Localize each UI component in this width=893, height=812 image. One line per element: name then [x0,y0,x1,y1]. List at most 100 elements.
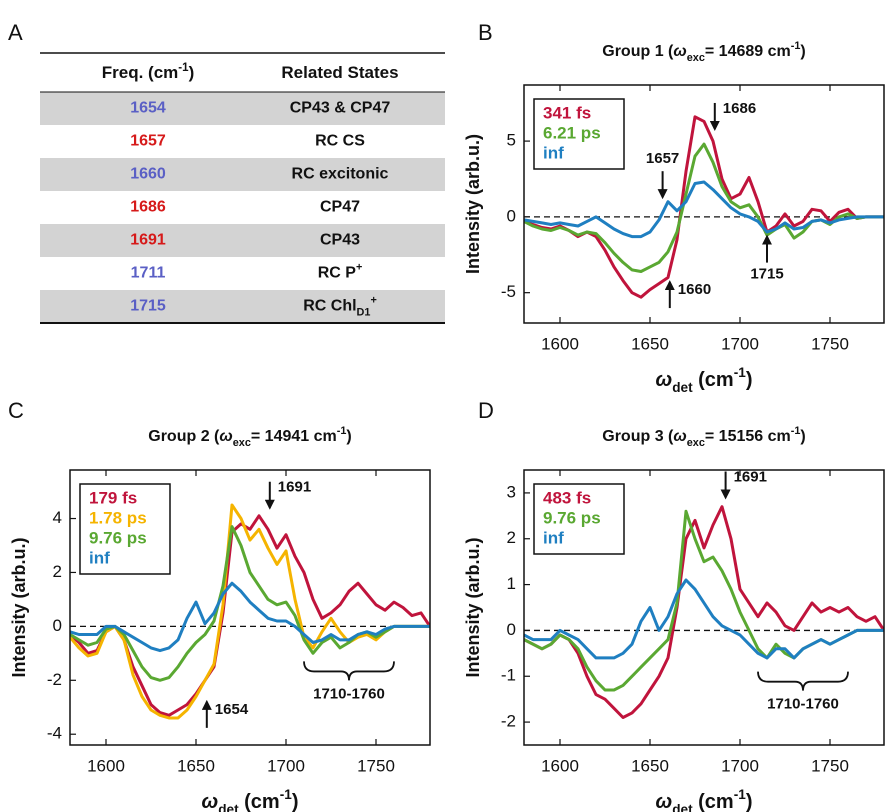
y-tick-label: 0 [53,616,62,635]
annotation-brace [303,661,395,681]
plot-frame [69,469,431,746]
text-segment: -1 [280,787,293,802]
legend-entry: inf [543,528,564,547]
plot-frame [523,84,885,324]
text-segment: = 14689 cm [705,43,791,60]
text-segment: RC P [318,265,357,282]
frequency-cell: 1711 [131,265,166,282]
column-header: Freq. (cm-1) [102,62,194,82]
y-tick-label: 3 [507,482,516,501]
text-segment: exc [687,52,705,64]
x-tick-label: 1600 [87,756,125,775]
series-line [524,578,884,660]
annotation-label: 1715 [750,266,783,283]
x-tick-label: 1750 [811,334,849,353]
text-segment: RC excitonic [292,166,389,183]
panel-label: C [8,398,24,423]
y-axis-label: Intensity (arb.u.) [9,537,29,677]
legend-entry: 179 fs [89,488,137,507]
series-line [524,180,884,239]
text-segment: Group 3 ( [602,428,674,445]
y-tick-label: -1 [501,666,516,685]
text-segment: CP43 & CP47 [290,100,391,117]
text-segment: CP47 [320,199,360,216]
legend-entry: inf [89,548,110,567]
x-tick-label: 1650 [631,756,669,775]
text-segment: D1 [357,306,371,318]
text-segment: + [356,261,362,273]
text-segment: (cm [693,369,734,391]
text-segment: Freq. (cm [102,63,179,82]
text-segment: ω [673,428,686,445]
text-segment: ) [746,369,753,391]
panel-label: D [478,398,494,423]
x-tick-label: 1650 [631,334,669,353]
x-axis-label: ωdet (cm-1) [202,787,299,812]
text-segment: = 14941 cm [251,428,337,445]
legend-entry: 1.78 ps [89,508,147,527]
frequency-cell: 1691 [130,232,166,249]
y-axis-label: Intensity (arb.u.) [463,537,483,677]
y-tick-label: 2 [507,528,516,547]
text-segment: ω [219,428,232,445]
legend-entry: 6.21 ps [543,123,601,142]
row-shade [40,224,445,257]
y-axis-label: Intensity (arb.u.) [463,134,483,274]
text-segment: ω [656,369,673,391]
x-tick-label: 1600 [541,756,579,775]
text-segment: ) [800,428,805,445]
text-segment: Related States [281,63,398,82]
text-segment: ) [346,428,351,445]
y-tick-label: 1 [507,574,516,593]
row-shade [40,92,445,125]
annotation-label: 1710-1760 [767,696,839,713]
y-tick-label: -2 [501,712,516,731]
chart-title: Group 1 (ωexc= 14689 cm-1) [602,40,805,64]
text-segment: RC CS [315,133,365,150]
text-segment: Group 2 ( [148,428,220,445]
state-cell: CP43 [320,232,360,249]
series-line [70,503,430,720]
x-tick-label: 1750 [357,756,395,775]
y-tick-label: 5 [507,131,516,150]
annotation-label: 1660 [678,281,711,298]
text-segment: -1 [734,787,747,802]
legend-entry: 341 fs [543,103,591,122]
text-segment: ) [292,791,299,812]
annotation-label: 1654 [215,701,249,718]
frequency-cell: 1657 [130,133,166,150]
text-segment: det [672,802,693,812]
legend-entry: 9.76 ps [543,508,601,527]
y-tick-label: 0 [507,206,516,225]
text-segment: ) [800,43,805,60]
text-segment: Group 1 ( [602,43,674,60]
y-tick-label: 2 [53,562,62,581]
chart-title: Group 3 (ωexc= 15156 cm-1) [602,425,805,449]
text-segment: exc [233,437,251,449]
frequency-cell: 1660 [130,166,166,183]
y-tick-label: 4 [53,508,62,527]
annotation-label: 1710-1760 [313,685,385,702]
state-cell: RC excitonic [292,166,389,183]
y-tick-label: 0 [507,620,516,639]
text-segment: det [218,802,239,812]
text-segment: -1 [178,62,189,74]
annotation-label: 1691 [278,479,311,496]
text-segment: ω [656,791,673,812]
frequency-cell: 1654 [130,100,166,117]
annotation-label: 1686 [723,100,756,117]
text-segment: -1 [791,425,801,437]
state-cell: RC CS [315,133,365,150]
panel-label: A [8,20,23,45]
text-segment: ω [202,791,219,812]
y-tick-label: -4 [47,724,62,743]
chart-title: Group 2 (ωexc= 14941 cm-1) [148,425,351,449]
state-cell: RC P+ [318,261,363,281]
series-line [524,505,884,719]
text-segment: -1 [337,425,347,437]
legend-entry: inf [543,143,564,162]
text-segment: (cm [693,791,734,812]
column-header: Related States [281,63,398,82]
legend-entry: 9.76 ps [89,528,147,547]
